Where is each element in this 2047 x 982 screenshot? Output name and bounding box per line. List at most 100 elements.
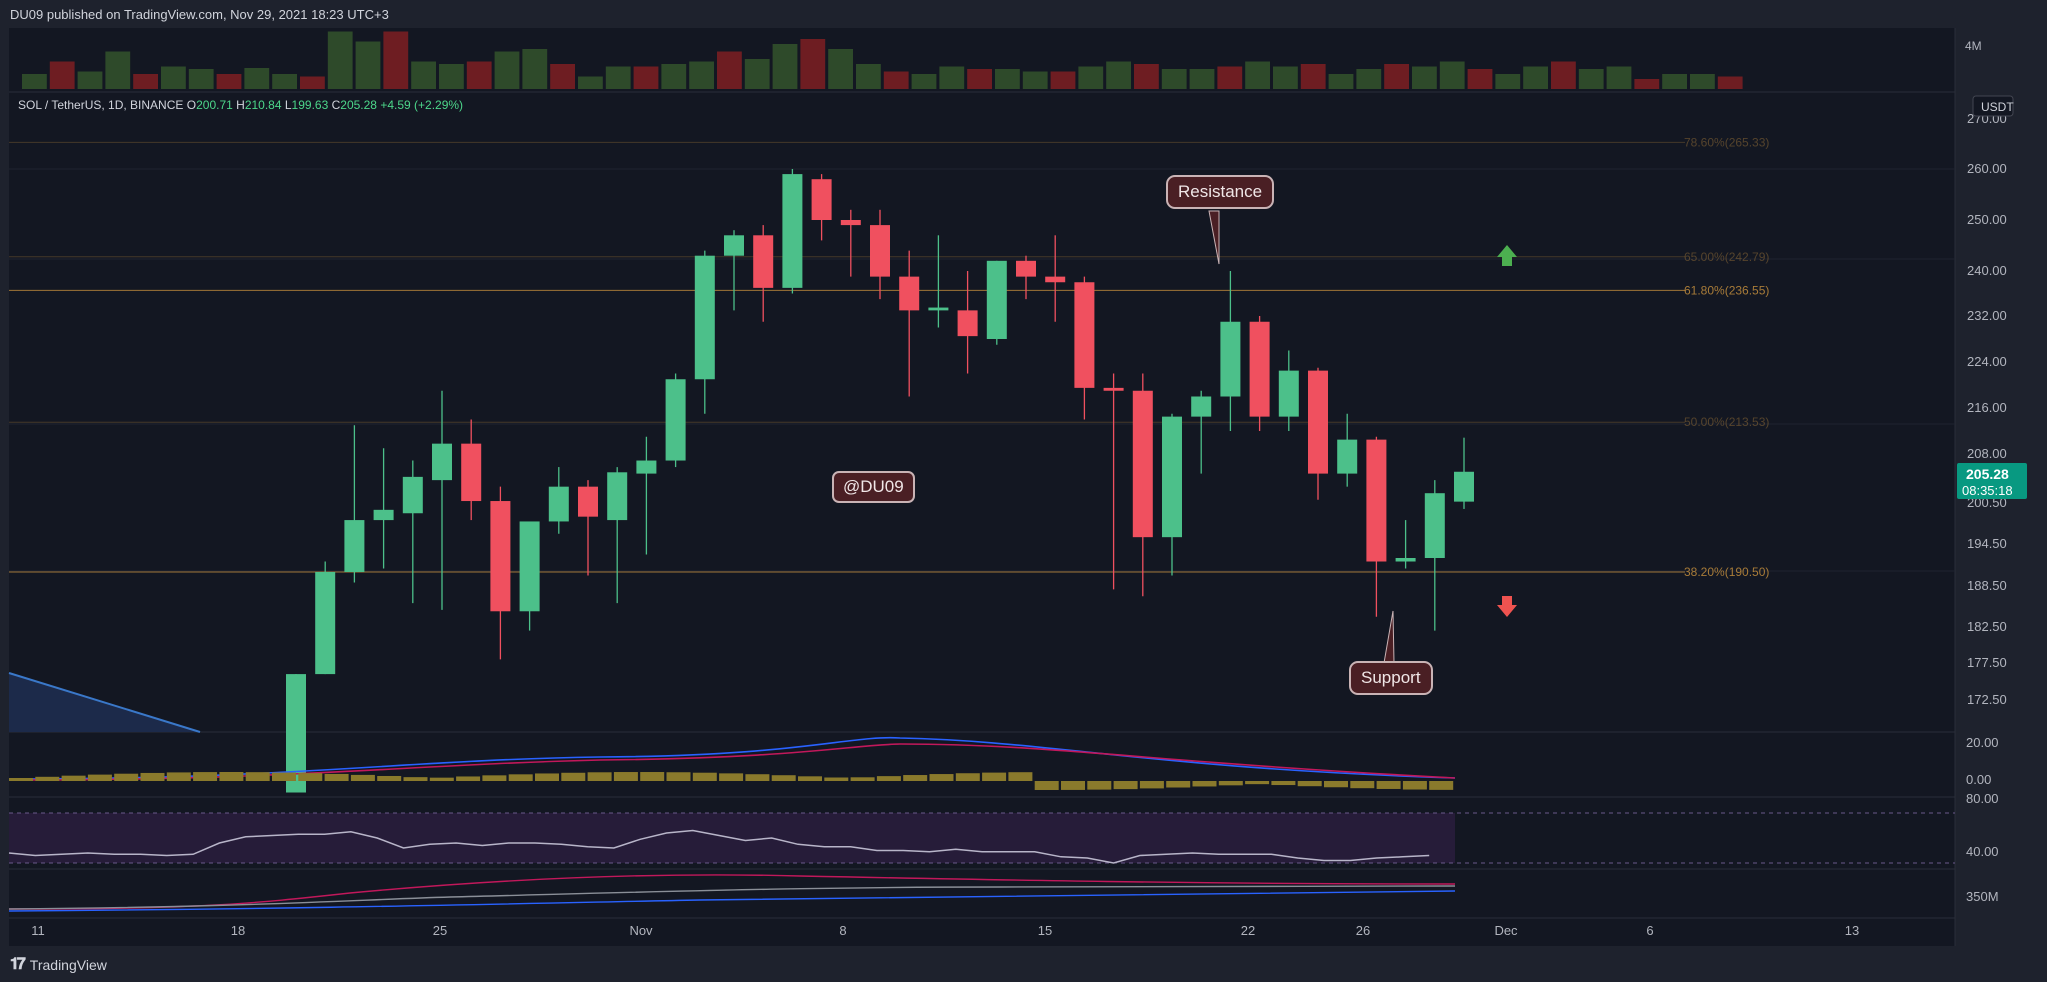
candle-body bbox=[402, 476, 423, 514]
volume-bar bbox=[1273, 66, 1298, 89]
volume-bar bbox=[1356, 69, 1382, 89]
macd-histogram-bar bbox=[561, 772, 586, 781]
time-tick-label: 26 bbox=[1356, 923, 1370, 938]
volume-bar bbox=[939, 66, 965, 89]
time-tick-label: Dec bbox=[1494, 923, 1518, 938]
macd-histogram-bar bbox=[903, 775, 928, 781]
chart-frame bbox=[9, 28, 1955, 946]
candle-body bbox=[694, 255, 715, 380]
price-tick-label: 172.50 bbox=[1967, 692, 2007, 707]
macd-histogram-bar bbox=[429, 777, 454, 781]
macd-histogram-bar bbox=[1139, 781, 1164, 789]
volume-ma-gray-line bbox=[8, 885, 1456, 910]
macd-histogram-bar bbox=[587, 772, 612, 781]
macd-histogram-bar bbox=[745, 774, 770, 781]
volume-bar bbox=[1161, 69, 1187, 89]
candle-body bbox=[1249, 321, 1270, 417]
volume-bar bbox=[1551, 61, 1576, 89]
volume-bar bbox=[661, 64, 687, 89]
macd-histogram-bar bbox=[272, 772, 296, 781]
volume-bar bbox=[494, 51, 520, 89]
macd-histogram-bar bbox=[1402, 781, 1427, 790]
volume-bar bbox=[161, 66, 186, 89]
time-tick-label: 25 bbox=[433, 923, 447, 938]
candle-body bbox=[1454, 471, 1474, 502]
time-tick-label: 8 bbox=[839, 923, 846, 938]
macd-histogram-bar bbox=[1218, 781, 1243, 786]
macd-histogram-bar bbox=[535, 773, 559, 781]
volume-bar bbox=[1523, 66, 1548, 89]
volume-bar bbox=[272, 74, 297, 89]
volume-bar bbox=[1217, 66, 1243, 89]
candle-body bbox=[578, 486, 598, 517]
volume-bar bbox=[772, 44, 798, 89]
volume-bar bbox=[717, 51, 742, 89]
open-value: 200.71 bbox=[196, 98, 233, 112]
candle-body bbox=[1220, 321, 1241, 397]
resistance-callout: Resistance bbox=[1166, 175, 1275, 209]
last-price-tag bbox=[1957, 463, 2027, 499]
macd-histogram-bar bbox=[377, 775, 402, 781]
macd-histogram-bar bbox=[9, 778, 33, 781]
volume-bar bbox=[49, 61, 75, 89]
candle-body bbox=[753, 235, 774, 288]
volume-bar bbox=[883, 71, 909, 89]
macd-histogram-bar bbox=[955, 773, 980, 781]
macd-histogram-bar bbox=[719, 773, 744, 781]
volume-bar bbox=[300, 76, 325, 89]
time-tick-label: Nov bbox=[629, 923, 653, 938]
time-tick-label: 18 bbox=[231, 923, 245, 938]
bottom-bar: 𝟏𝟕 TradingView bbox=[0, 946, 2047, 982]
high-label: H bbox=[236, 98, 245, 112]
volume-bar bbox=[744, 59, 770, 89]
rsi-line bbox=[8, 829, 1430, 864]
volume-bar bbox=[1300, 64, 1326, 89]
rsi-tick-label: 40.00 bbox=[1966, 844, 1999, 859]
macd-histogram-bar bbox=[456, 776, 481, 781]
fib-level-label: 78.60%(265.33) bbox=[1684, 135, 1769, 149]
macd-histogram-bar bbox=[1008, 772, 1033, 781]
macd-histogram-bar bbox=[1087, 781, 1112, 790]
macd-histogram-bar bbox=[1245, 781, 1270, 785]
open-label: O bbox=[186, 98, 197, 112]
volume-bar bbox=[188, 69, 214, 89]
price-tick-label: 250.00 bbox=[1967, 212, 2007, 227]
candle-body bbox=[1395, 558, 1416, 562]
time-tick-label: 15 bbox=[1038, 923, 1052, 938]
volume-bar bbox=[439, 64, 464, 89]
fib-level-label: 38.20%(190.50) bbox=[1684, 565, 1769, 579]
volume-bar bbox=[133, 74, 158, 89]
volume-bar bbox=[1245, 61, 1270, 89]
macd-histogram-bar bbox=[876, 776, 901, 781]
volume-bar bbox=[105, 51, 131, 89]
candle-body bbox=[840, 220, 861, 226]
fib-level-label: 50.00%(213.53) bbox=[1684, 415, 1769, 429]
volume-bar bbox=[1384, 64, 1409, 89]
volume-bar bbox=[22, 74, 47, 89]
volume-bar bbox=[1106, 61, 1131, 89]
candle-body bbox=[870, 225, 890, 277]
candle-body bbox=[344, 520, 365, 572]
candle-body bbox=[461, 443, 482, 502]
volume-bar bbox=[967, 69, 992, 89]
macd-histogram-bar bbox=[1113, 781, 1138, 790]
volume-bar bbox=[800, 39, 826, 89]
macd-histogram-bar bbox=[1271, 781, 1296, 786]
trendline bbox=[8, 672, 201, 733]
volume-bar bbox=[466, 61, 492, 89]
tradingview-brand: 𝟏𝟕 TradingView bbox=[10, 956, 107, 974]
fib-level-label: 65.00%(242.79) bbox=[1684, 250, 1769, 264]
arrow-down-icon bbox=[1497, 596, 1517, 617]
macd-histogram-bar bbox=[508, 774, 533, 781]
candle-body bbox=[315, 572, 336, 675]
candle-body bbox=[665, 379, 686, 461]
volume-bar bbox=[1578, 69, 1604, 89]
macd-histogram-bar bbox=[140, 772, 165, 781]
macd-histogram-bar bbox=[87, 774, 112, 781]
candle-body bbox=[1074, 282, 1095, 388]
candle-body bbox=[1162, 416, 1182, 538]
volume-bar bbox=[383, 31, 409, 89]
candle-body bbox=[1016, 260, 1036, 277]
author-watermark: @DU09 bbox=[832, 471, 915, 503]
